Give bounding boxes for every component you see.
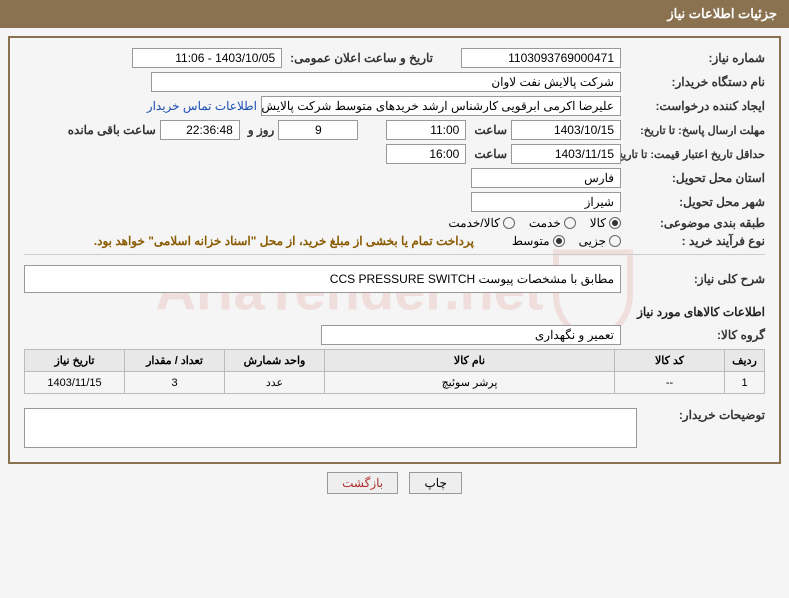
table-header-row: ردیف کد کالا نام کالا واحد شمارش تعداد /… xyxy=(25,350,765,372)
td-row: 1 xyxy=(725,372,765,394)
field-buyer-org: شرکت پالایش نفت لاوان xyxy=(151,72,621,92)
label-summary: شرح کلی نیاز: xyxy=(625,272,765,286)
field-item-group: تعمیر و نگهداری xyxy=(321,325,621,345)
radio-icon xyxy=(564,217,576,229)
td-unit: عدد xyxy=(225,372,325,394)
category-radio-group: کالا خدمت کالا/خدمت xyxy=(448,216,621,230)
label-need-no: شماره نیاز: xyxy=(625,51,765,65)
field-requester: علیرضا اکرمی ابرقویی کارشناس ارشد خریدها… xyxy=(261,96,621,116)
label-purchase-type: نوع فرآیند خرید : xyxy=(625,234,765,248)
radio-goods-service[interactable]: کالا/خدمت xyxy=(448,216,514,230)
td-name: پرشر سوئیچ xyxy=(325,372,615,394)
radio-icon xyxy=(553,235,565,247)
buyer-contact-link[interactable]: اطلاعات تماس خریدار xyxy=(147,99,257,113)
page-header: جزئیات اطلاعات نیاز xyxy=(0,0,789,28)
items-section-title: اطلاعات کالاهای مورد نیاز xyxy=(24,305,765,319)
field-countdown: 22:36:48 xyxy=(160,120,240,140)
purchase-radio-group: جزیی متوسط xyxy=(512,234,621,248)
radio-service[interactable]: خدمت xyxy=(529,216,576,230)
td-code: -- xyxy=(615,372,725,394)
label-price-validity: حداقل تاریخ اعتبار قیمت: تا تاریخ: xyxy=(625,148,765,161)
items-table: ردیف کد کالا نام کالا واحد شمارش تعداد /… xyxy=(24,349,765,394)
label-item-group: گروه کالا: xyxy=(625,328,765,342)
field-announce: 1403/10/05 - 11:06 xyxy=(132,48,282,68)
field-reply-time: 11:00 xyxy=(386,120,466,140)
label-province: استان محل تحویل: xyxy=(625,171,765,185)
label-days-and: روز و xyxy=(244,123,275,137)
th-qty: تعداد / مقدار xyxy=(125,350,225,372)
content-panel: شماره نیاز: 1103093769000471 تاریخ و ساع… xyxy=(8,36,781,464)
td-qty: 3 xyxy=(125,372,225,394)
field-days: 9 xyxy=(278,120,358,140)
field-summary: CCS PRESSURE SWITCH مطابق با مشخصات پیوس… xyxy=(24,265,621,293)
label-remaining: ساعت باقی مانده xyxy=(64,123,156,137)
td-date: 1403/11/15 xyxy=(25,372,125,394)
field-province: فارس xyxy=(471,168,621,188)
field-reply-date: 1403/10/15 xyxy=(511,120,621,140)
buyer-notes-box xyxy=(24,408,637,448)
label-requester: ایجاد کننده درخواست: xyxy=(625,99,765,113)
label-announce: تاریخ و ساعت اعلان عمومی: xyxy=(286,51,433,65)
print-button[interactable]: چاپ xyxy=(409,472,461,494)
field-price-date: 1403/11/15 xyxy=(511,144,621,164)
payment-note: پرداخت تمام یا بخشی از مبلغ خرید، از محل… xyxy=(94,234,474,248)
radio-icon xyxy=(609,235,621,247)
back-button[interactable]: بازگشت xyxy=(327,472,398,494)
table-row: 1 -- پرشر سوئیچ عدد 3 1403/11/15 xyxy=(25,372,765,394)
radio-icon xyxy=(503,217,515,229)
label-time-1: ساعت xyxy=(470,123,507,137)
label-city: شهر محل تحویل: xyxy=(625,195,765,209)
field-price-time: 16:00 xyxy=(386,144,466,164)
label-reply-deadline: مهلت ارسال پاسخ: تا تاریخ: xyxy=(625,124,765,137)
radio-goods[interactable]: کالا xyxy=(590,216,621,230)
radio-minor[interactable]: جزیی xyxy=(579,234,621,248)
label-time-2: ساعت xyxy=(470,147,507,161)
field-need-no: 1103093769000471 xyxy=(461,48,621,68)
footer-buttons: چاپ بازگشت xyxy=(0,472,789,494)
th-code: کد کالا xyxy=(615,350,725,372)
th-date: تاریخ نیاز xyxy=(25,350,125,372)
label-buyer-org: نام دستگاه خریدار: xyxy=(625,75,765,89)
th-unit: واحد شمارش xyxy=(225,350,325,372)
label-buyer-notes: توضیحات خریدار: xyxy=(645,408,765,422)
divider xyxy=(24,254,765,255)
th-row: ردیف xyxy=(725,350,765,372)
th-name: نام کالا xyxy=(325,350,615,372)
radio-medium[interactable]: متوسط xyxy=(512,234,565,248)
page-title: جزئیات اطلاعات نیاز xyxy=(667,6,777,21)
label-category: طبقه بندی موضوعی: xyxy=(625,216,765,230)
radio-icon xyxy=(609,217,621,229)
field-city: شیراز xyxy=(471,192,621,212)
